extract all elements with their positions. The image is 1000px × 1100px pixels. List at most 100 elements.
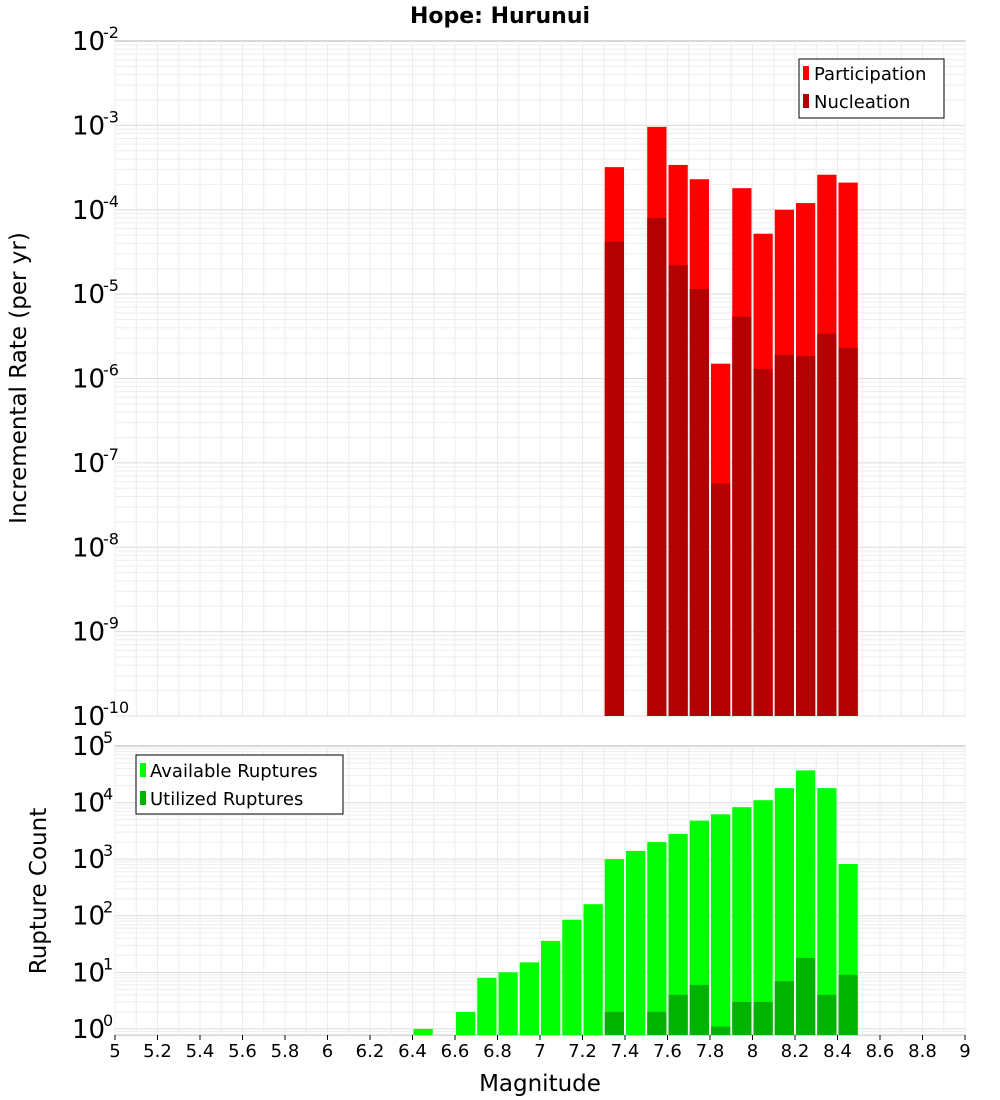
x-tick-label: 7: [534, 1041, 545, 1062]
bar-utilized-ruptures: [732, 1001, 752, 1035]
y-tick-label-exponent: -5: [103, 276, 119, 295]
legend-label-participation: Participation: [814, 64, 926, 85]
legend-label-nucleation: Nucleation: [814, 92, 910, 113]
y-tick-label-base: 10: [72, 732, 105, 762]
rate-legend: Participation Nucleation: [798, 58, 945, 119]
y-tick-label-exponent: -7: [103, 445, 119, 464]
x-tick-label: 6: [322, 1041, 333, 1062]
y-tick-label-base: 10: [72, 196, 105, 226]
bar-available-ruptures: [647, 842, 667, 1035]
rate-grid: [114, 41, 966, 717]
y-tick-label-exponent: 5: [103, 728, 113, 747]
count-y-axis-label: Rupture Count: [26, 808, 52, 974]
bar-available-ruptures: [668, 833, 688, 1035]
y-tick-label-exponent: -8: [103, 529, 119, 548]
x-tick-label: 7.8: [696, 1041, 725, 1062]
x-tick-label: 5.2: [143, 1041, 172, 1062]
y-tick-label-base: 10: [72, 618, 105, 648]
x-tick-label: 5.8: [271, 1041, 300, 1062]
bar-utilized-ruptures: [838, 974, 858, 1035]
rate-bars: [604, 126, 858, 717]
y-tick-label-exponent: -3: [103, 107, 119, 126]
rate-panel: 10-210-310-410-510-610-710-810-910-10 In…: [6, 23, 966, 732]
x-tick-label: 5: [109, 1041, 120, 1062]
y-tick-label-exponent: -4: [103, 192, 119, 211]
y-tick-label-exponent: 4: [103, 785, 113, 804]
bar-nucleation: [732, 316, 752, 716]
y-tick-label-exponent: 0: [103, 1011, 113, 1030]
y-tick-label-exponent: -2: [103, 23, 119, 42]
bar-available-ruptures: [604, 859, 624, 1035]
x-tick-label: 8.2: [781, 1041, 810, 1062]
y-tick-label-base: 10: [72, 789, 105, 819]
y-tick-label-exponent: 1: [103, 954, 113, 973]
y-tick-label-base: 10: [72, 902, 105, 932]
bar-available-ruptures: [817, 788, 837, 1035]
bar-utilized-ruptures: [817, 994, 837, 1035]
y-tick-label-exponent: -9: [103, 614, 119, 633]
bar-nucleation: [711, 483, 731, 716]
rate-y-axis-label: Incremental Rate (per yr): [6, 232, 32, 524]
x-tick-label: 7.4: [611, 1041, 640, 1062]
bar-nucleation: [689, 289, 709, 716]
legend-label-available: Available Ruptures: [150, 761, 318, 782]
rate-y-ticks: 10-210-310-410-510-610-710-810-910-10: [72, 23, 129, 732]
bar-available-ruptures: [477, 977, 497, 1035]
bar-available-ruptures: [519, 962, 539, 1035]
x-tick-label: 6.8: [483, 1041, 512, 1062]
legend-swatch-participation: [803, 66, 809, 80]
x-tick-label: 5.4: [186, 1041, 215, 1062]
y-tick-label-base: 10: [72, 702, 105, 732]
bar-available-ruptures: [413, 1028, 433, 1035]
x-tick-label: 8: [747, 1041, 758, 1062]
legend-swatch-available: [140, 763, 146, 777]
bar-nucleation: [604, 241, 624, 717]
bar-available-ruptures: [711, 814, 731, 1035]
legend-swatch-nucleation: [803, 94, 809, 108]
bar-available-ruptures: [583, 904, 603, 1035]
x-tick-label: 6.2: [356, 1041, 385, 1062]
bar-nucleation: [796, 355, 816, 716]
bar-available-ruptures: [753, 800, 773, 1035]
y-tick-label-exponent: -10: [103, 698, 129, 717]
x-tick-label: 8.6: [866, 1041, 895, 1062]
bar-utilized-ruptures: [689, 984, 709, 1035]
bar-nucleation: [753, 368, 773, 716]
legend-swatch-utilized: [140, 791, 146, 805]
y-tick-label-base: 10: [72, 449, 105, 479]
bar-available-ruptures: [732, 807, 752, 1035]
bar-nucleation: [668, 265, 688, 716]
bar-available-ruptures: [689, 820, 709, 1035]
bar-nucleation: [647, 217, 667, 716]
x-axis-label: Magnitude: [479, 1071, 601, 1097]
y-tick-label-base: 10: [72, 27, 105, 57]
bar-utilized-ruptures: [711, 1026, 731, 1035]
y-tick-label-base: 10: [72, 111, 105, 141]
bar-available-ruptures: [498, 972, 518, 1035]
x-tick-label: 8.8: [908, 1041, 937, 1062]
magnitude-x-ticks: 5 5.2 5.4 5.6 5.8 6 6.2 6.4 6.6 6.8 7 7.2 7.4 7.6 7.8 8…: [109, 1035, 971, 1062]
x-tick-label: 6.6: [441, 1041, 470, 1062]
bar-available-ruptures: [541, 940, 561, 1035]
y-tick-label-base: 10: [72, 958, 105, 988]
count-legend-box: [135, 754, 344, 815]
y-tick-label-base: 10: [72, 1015, 105, 1045]
y-tick-label-exponent: 3: [103, 841, 113, 860]
x-tick-label: 8.4: [823, 1041, 852, 1062]
x-tick-label: 7.2: [568, 1041, 597, 1062]
bar-utilized-ruptures: [647, 1011, 667, 1035]
x-tick-label: 6.4: [398, 1041, 427, 1062]
bar-nucleation: [774, 354, 794, 716]
y-tick-label-exponent: -6: [103, 361, 119, 380]
count-legend: Available Ruptures Utilized Ruptures: [135, 754, 344, 815]
y-tick-label-exponent: 2: [103, 898, 113, 917]
bar-available-ruptures: [774, 788, 794, 1035]
bar-utilized-ruptures: [668, 994, 688, 1035]
bar-utilized-ruptures: [796, 957, 816, 1035]
y-tick-label-base: 10: [72, 845, 105, 875]
y-tick-label-base: 10: [72, 365, 105, 395]
bar-nucleation: [838, 347, 858, 716]
